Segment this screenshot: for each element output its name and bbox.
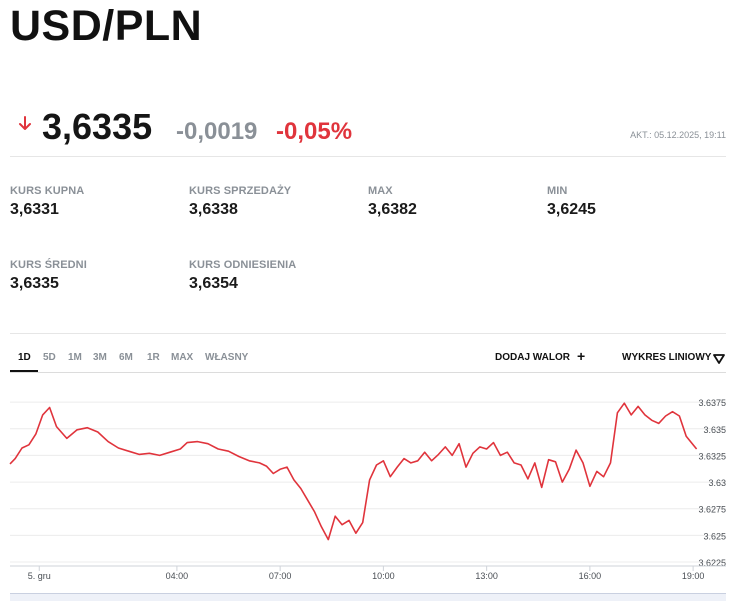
price-series-line [9, 402, 698, 541]
pair-title: USD/PLN [10, 2, 203, 50]
price: 3,6335 [42, 106, 153, 147]
change-percent: -0,05% [276, 118, 353, 145]
stat-reference-rate: KURS ODNIESIENIA 3,6354 [189, 259, 359, 293]
change-absolute: -0,0019 [176, 118, 258, 145]
price-chart[interactable]: 3.6225 3.625 3.6275 3.63 3.6325 3.635 3.6375 5.… [0, 380, 756, 593]
range-tab-5d[interactable]: 5D [43, 352, 56, 363]
x-tick-label: 07:00 [269, 571, 292, 581]
x-tick-label: 16:00 [579, 571, 602, 581]
x-tick-label: 13:00 [475, 571, 498, 581]
stat-value: 3,6382 [368, 201, 417, 218]
range-tab-custom[interactable]: WŁASNY [205, 352, 249, 363]
stat-label: KURS SPRZEDAŻY [189, 185, 292, 197]
stat-average-rate: KURS ŚREDNI 3,6335 [10, 259, 180, 293]
arrow-down-icon [19, 116, 31, 130]
stat-label: MIN [547, 185, 568, 197]
stat-min: MIN 3,6245 [547, 185, 717, 219]
y-tick-label: 3.6225 [698, 558, 726, 568]
stat-value: 3,6338 [189, 201, 238, 218]
stat-value: 3,6331 [10, 201, 59, 218]
chart-type-dropdown[interactable]: WYKRES LINIOWY [622, 352, 712, 363]
quote-row: 3,6335 -0,0019 -0,05% AKT.: 05.12.2025, … [14, 104, 726, 148]
stat-label: KURS ODNIESIENIA [189, 259, 297, 271]
range-tab-1r[interactable]: 1R [147, 352, 160, 363]
stat-max: MAX 3,6382 [368, 185, 538, 219]
y-tick-label: 3.6325 [698, 451, 726, 461]
update-timestamp: AKT.: 05.12.2025, 19:11 [630, 130, 726, 140]
chart-toolbar: 1D 5D 1M 3M 6M 1R MAX WŁASNY DODAJ WALOR… [10, 346, 726, 372]
y-tick-label: 3.625 [703, 531, 726, 541]
plus-icon[interactable]: + [577, 348, 586, 364]
stat-value: 3,6245 [547, 201, 596, 218]
divider [10, 156, 726, 157]
x-tick-label: 5. gru [28, 571, 51, 581]
range-tab-max[interactable]: MAX [171, 352, 194, 363]
stat-label: MAX [368, 185, 393, 197]
stat-value: 3,6354 [189, 275, 238, 292]
y-tick-label: 3.63 [708, 478, 726, 488]
range-tab-1d[interactable]: 1D [18, 352, 31, 363]
stat-sell-rate: KURS SPRZEDAŻY 3,6338 [189, 185, 359, 219]
y-tick-label: 3.6375 [698, 398, 726, 408]
stat-label: KURS KUPNA [10, 185, 85, 197]
x-tick-label: 10:00 [372, 571, 395, 581]
range-tab-3m[interactable]: 3M [93, 352, 107, 363]
range-tab-1m[interactable]: 1M [68, 352, 82, 363]
triangle-down-icon[interactable] [713, 354, 725, 364]
chart-navigator[interactable] [10, 593, 726, 601]
x-tick-label: 04:00 [166, 571, 189, 581]
stat-buy-rate: KURS KUPNA 3,6331 [10, 185, 180, 219]
range-tab-6m[interactable]: 6M [119, 352, 133, 363]
x-tick-label: 19:00 [682, 571, 705, 581]
y-tick-label: 3.6275 [698, 505, 726, 515]
stat-value: 3,6335 [10, 275, 59, 292]
add-asset-button[interactable]: DODAJ WALOR [495, 352, 570, 363]
toolbar-rule [10, 372, 726, 373]
y-tick-label: 3.635 [703, 425, 726, 435]
active-tab-indicator [10, 370, 38, 372]
divider [10, 333, 726, 334]
stat-label: KURS ŚREDNI [10, 259, 87, 271]
